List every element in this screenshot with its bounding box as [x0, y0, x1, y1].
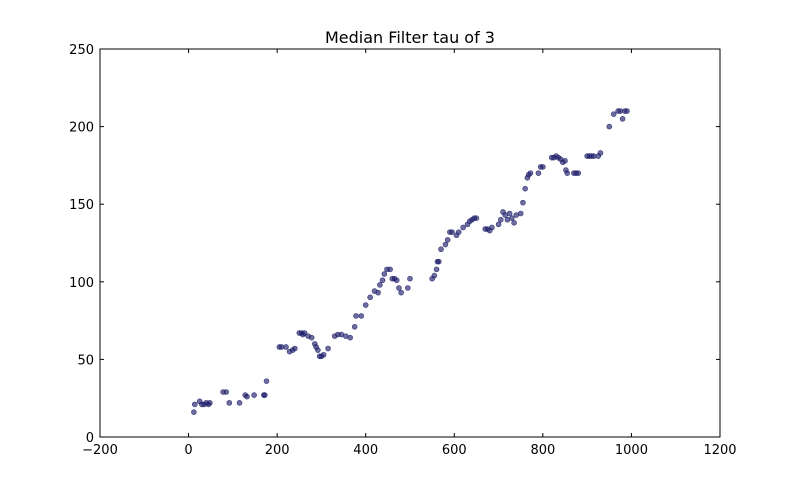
- data-points: [191, 108, 630, 415]
- data-point: [358, 313, 365, 319]
- data-point: [564, 170, 571, 176]
- data-point: [407, 275, 413, 282]
- data-point: [351, 324, 358, 330]
- data-point: [597, 150, 604, 156]
- data-point: [506, 210, 513, 217]
- data-point: [244, 393, 250, 400]
- data-point: [381, 271, 388, 277]
- data-point: [301, 330, 308, 336]
- data-point: [226, 400, 233, 406]
- data-point: [207, 400, 213, 406]
- data-point: [347, 334, 354, 341]
- data-point: [308, 334, 315, 341]
- x-tick-label: 200: [265, 443, 290, 458]
- data-point: [511, 220, 517, 226]
- x-tick-label: 0: [184, 443, 192, 458]
- data-point: [444, 237, 451, 243]
- data-point: [325, 345, 331, 352]
- y-tick-label: 200: [69, 121, 94, 136]
- data-point: [438, 246, 444, 253]
- data-point: [251, 392, 257, 398]
- data-point: [292, 345, 298, 352]
- chart-title: Median Filter tau of 3: [325, 28, 495, 47]
- y-tick-label: 0: [86, 431, 94, 446]
- data-point: [535, 170, 542, 176]
- data-point: [387, 266, 393, 273]
- data-point: [404, 285, 411, 291]
- x-tick-label: 800: [530, 443, 555, 458]
- data-point: [362, 302, 369, 308]
- data-point: [489, 224, 495, 231]
- data-point: [497, 216, 504, 223]
- data-point: [353, 313, 359, 319]
- data-point: [315, 347, 321, 353]
- data-point: [442, 241, 449, 248]
- data-point: [575, 170, 582, 176]
- data-point: [223, 389, 230, 395]
- data-point: [520, 199, 526, 206]
- data-point: [449, 229, 455, 235]
- y-tick-label: 100: [69, 276, 94, 291]
- data-point: [624, 108, 630, 114]
- y-tick-label: 250: [69, 43, 94, 58]
- data-point: [191, 401, 198, 408]
- data-point: [320, 351, 327, 358]
- x-tick-label: 1200: [703, 443, 736, 458]
- data-point: [517, 210, 524, 217]
- data-point: [263, 378, 270, 384]
- y-tick-label: 50: [77, 353, 94, 368]
- data-point: [540, 164, 546, 170]
- data-point: [509, 215, 515, 221]
- data-point: [393, 277, 400, 284]
- data-point: [375, 289, 381, 296]
- data-point: [606, 123, 613, 130]
- x-tick-label: −200: [82, 443, 118, 458]
- data-point: [261, 392, 268, 398]
- data-point: [236, 400, 243, 406]
- data-point: [495, 221, 502, 228]
- x-tick-label: 600: [442, 443, 467, 458]
- x-tick-label: 400: [353, 443, 378, 458]
- data-point: [379, 277, 386, 284]
- y-tick-label: 150: [69, 198, 94, 213]
- data-point: [562, 157, 568, 164]
- data-point: [377, 282, 383, 288]
- data-point: [527, 170, 534, 176]
- data-point: [283, 344, 289, 350]
- x-tick-label: 1000: [615, 443, 648, 458]
- data-point: [619, 116, 626, 122]
- data-point: [610, 111, 617, 117]
- data-point: [433, 266, 440, 273]
- data-point: [367, 294, 373, 301]
- data-point: [435, 258, 442, 265]
- data-point: [522, 185, 528, 192]
- data-point: [398, 289, 404, 296]
- data-point: [191, 409, 197, 415]
- plot-frame: [99, 48, 721, 438]
- data-point: [455, 229, 462, 235]
- data-point: [473, 215, 480, 221]
- data-point: [431, 272, 438, 279]
- data-point: [460, 224, 466, 231]
- data-point: [396, 285, 402, 291]
